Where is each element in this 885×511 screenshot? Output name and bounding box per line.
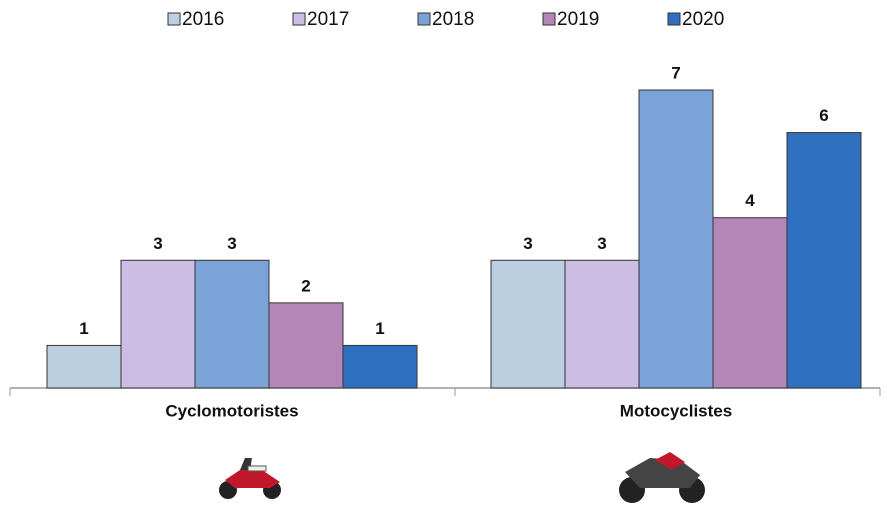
bar [712, 217, 788, 389]
bar [194, 259, 270, 389]
bar [46, 344, 122, 389]
motorcycle-icon [619, 452, 705, 503]
value-label: 4 [745, 191, 755, 210]
value-label: 3 [523, 234, 532, 253]
scooter-icon [219, 458, 281, 499]
bar [268, 302, 344, 389]
legend-label: 2019 [557, 9, 599, 30]
value-label: 3 [153, 234, 162, 253]
bar [786, 132, 862, 389]
bar [564, 259, 640, 389]
bar [120, 259, 196, 389]
bar [490, 259, 566, 389]
legend-swatch [167, 12, 181, 26]
value-label: 1 [79, 319, 88, 338]
legend-label: 2016 [182, 9, 224, 30]
legend-swatch [667, 12, 681, 26]
legend-swatch [542, 12, 556, 26]
value-label: 3 [597, 234, 606, 253]
legend-swatch [417, 12, 431, 26]
x-tick-label: Cyclomotoristes [165, 401, 298, 420]
value-label: 7 [671, 63, 680, 82]
legend-swatch [292, 12, 306, 26]
legend-label: 2017 [307, 9, 349, 30]
legend-label: 2018 [432, 9, 474, 30]
value-label: 2 [301, 276, 310, 295]
value-label: 6 [819, 106, 828, 125]
bar [638, 89, 714, 389]
bar [342, 344, 418, 389]
x-tick-label: Motocyclistes [620, 401, 732, 420]
value-label: 1 [375, 319, 384, 338]
value-label: 3 [227, 234, 236, 253]
legend-label: 2020 [682, 9, 724, 30]
